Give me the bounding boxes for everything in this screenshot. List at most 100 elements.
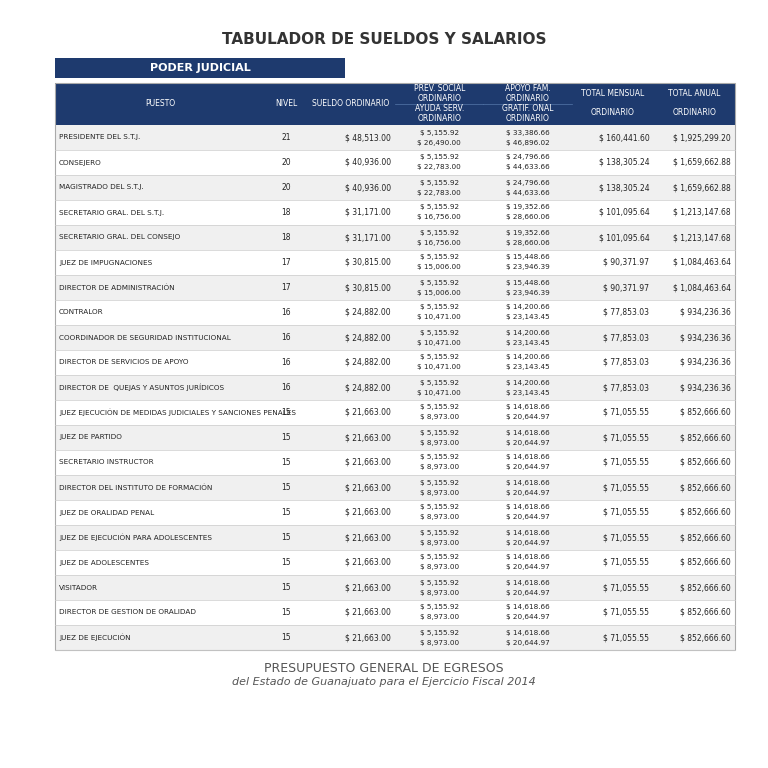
Text: $ 77,853.03: $ 77,853.03 bbox=[604, 383, 650, 392]
Text: $ 5,155.92: $ 5,155.92 bbox=[419, 580, 458, 585]
Text: $ 21,663.00: $ 21,663.00 bbox=[345, 583, 391, 592]
Text: 15: 15 bbox=[281, 433, 291, 442]
Text: $ 21,663.00: $ 21,663.00 bbox=[345, 458, 391, 467]
Text: $ 852,666.60: $ 852,666.60 bbox=[680, 583, 731, 592]
Text: $ 90,371.97: $ 90,371.97 bbox=[604, 283, 650, 292]
Text: $ 71,055.55: $ 71,055.55 bbox=[604, 433, 650, 442]
Text: $ 30,815.00: $ 30,815.00 bbox=[345, 258, 391, 267]
Text: $ 101,095.64: $ 101,095.64 bbox=[598, 233, 650, 242]
Text: $ 20,644.97: $ 20,644.97 bbox=[505, 614, 549, 621]
Text: JUEZ DE EJECUCIÓN PARA ADOLESCENTES: JUEZ DE EJECUCIÓN PARA ADOLESCENTES bbox=[59, 534, 212, 541]
Text: $ 934,236.36: $ 934,236.36 bbox=[680, 333, 731, 342]
Text: SECRETARIO GRAL. DEL CONSEJO: SECRETARIO GRAL. DEL CONSEJO bbox=[59, 234, 180, 240]
Text: 16: 16 bbox=[281, 308, 291, 317]
Text: $ 5,155.92: $ 5,155.92 bbox=[419, 455, 458, 461]
Text: MAGISTRADO DEL S.T.J.: MAGISTRADO DEL S.T.J. bbox=[59, 184, 144, 190]
Text: $ 77,853.03: $ 77,853.03 bbox=[604, 333, 650, 342]
Text: JUEZ DE EJECUCIÓN: JUEZ DE EJECUCIÓN bbox=[59, 634, 131, 641]
Text: $ 20,644.97: $ 20,644.97 bbox=[505, 515, 549, 521]
FancyBboxPatch shape bbox=[55, 325, 735, 350]
Text: $ 10,471.00: $ 10,471.00 bbox=[417, 389, 461, 396]
Text: PRESUPUESTO GENERAL DE EGRESOS: PRESUPUESTO GENERAL DE EGRESOS bbox=[264, 661, 504, 674]
Text: $ 10,471.00: $ 10,471.00 bbox=[417, 315, 461, 320]
Text: $ 19,352.66: $ 19,352.66 bbox=[505, 230, 549, 236]
Text: 15: 15 bbox=[281, 408, 291, 417]
FancyBboxPatch shape bbox=[55, 250, 735, 275]
Text: $ 5,155.92: $ 5,155.92 bbox=[419, 529, 458, 535]
Text: $ 20,644.97: $ 20,644.97 bbox=[505, 489, 549, 495]
Text: $ 5,155.92: $ 5,155.92 bbox=[419, 505, 458, 511]
Text: $ 1,213,147.68: $ 1,213,147.68 bbox=[674, 208, 731, 217]
Text: $ 15,006.00: $ 15,006.00 bbox=[417, 290, 461, 296]
FancyBboxPatch shape bbox=[55, 350, 735, 375]
Text: $ 852,666.60: $ 852,666.60 bbox=[680, 633, 731, 642]
Text: $ 8,973.00: $ 8,973.00 bbox=[419, 539, 458, 545]
FancyBboxPatch shape bbox=[55, 175, 735, 200]
Text: $ 5,155.92: $ 5,155.92 bbox=[419, 329, 458, 336]
Text: $ 8,973.00: $ 8,973.00 bbox=[419, 564, 458, 571]
Text: DIRECTOR DE SERVICIOS DE APOYO: DIRECTOR DE SERVICIOS DE APOYO bbox=[59, 359, 188, 366]
Text: $ 15,448.66: $ 15,448.66 bbox=[505, 254, 549, 260]
Text: $ 1,659,662.88: $ 1,659,662.88 bbox=[674, 158, 731, 167]
Text: PUESTO: PUESTO bbox=[145, 100, 175, 108]
Text: $ 23,143.45: $ 23,143.45 bbox=[505, 339, 549, 346]
Text: $ 77,853.03: $ 77,853.03 bbox=[604, 358, 650, 367]
Text: $ 5,155.92: $ 5,155.92 bbox=[419, 554, 458, 561]
Text: $ 14,200.66: $ 14,200.66 bbox=[505, 379, 549, 386]
Text: $ 852,666.60: $ 852,666.60 bbox=[680, 433, 731, 442]
Text: $ 14,618.66: $ 14,618.66 bbox=[505, 630, 549, 635]
Text: $ 8,973.00: $ 8,973.00 bbox=[419, 515, 458, 521]
Text: 15: 15 bbox=[281, 558, 291, 567]
Text: $ 138,305.24: $ 138,305.24 bbox=[599, 183, 650, 192]
FancyBboxPatch shape bbox=[55, 400, 735, 425]
Text: TOTAL MENSUAL: TOTAL MENSUAL bbox=[581, 89, 644, 98]
Text: $ 5,155.92: $ 5,155.92 bbox=[419, 405, 458, 411]
FancyBboxPatch shape bbox=[55, 550, 735, 575]
Text: $ 90,371.97: $ 90,371.97 bbox=[604, 258, 650, 267]
Text: $ 8,973.00: $ 8,973.00 bbox=[419, 640, 458, 645]
Text: $ 5,155.92: $ 5,155.92 bbox=[419, 304, 458, 310]
Text: $ 24,796.66: $ 24,796.66 bbox=[505, 154, 549, 161]
Text: ORDINARIO: ORDINARIO bbox=[672, 108, 716, 117]
Text: $ 8,973.00: $ 8,973.00 bbox=[419, 415, 458, 421]
Text: $ 14,618.66: $ 14,618.66 bbox=[505, 455, 549, 461]
FancyBboxPatch shape bbox=[55, 450, 735, 475]
Text: AYUDA SERV.
ORDINARIO: AYUDA SERV. ORDINARIO bbox=[415, 104, 464, 123]
Text: $ 852,666.60: $ 852,666.60 bbox=[680, 483, 731, 492]
Text: $ 934,236.36: $ 934,236.36 bbox=[680, 383, 731, 392]
Text: JUEZ DE ADOLESCENTES: JUEZ DE ADOLESCENTES bbox=[59, 560, 149, 565]
Text: $ 30,815.00: $ 30,815.00 bbox=[345, 283, 391, 292]
Text: CONSEJERO: CONSEJERO bbox=[59, 160, 101, 165]
Text: 15: 15 bbox=[281, 633, 291, 642]
Text: TABULADOR DE SUELDOS Y SALARIOS: TABULADOR DE SUELDOS Y SALARIOS bbox=[222, 32, 546, 48]
FancyBboxPatch shape bbox=[55, 475, 735, 500]
Text: $ 8,973.00: $ 8,973.00 bbox=[419, 489, 458, 495]
Text: $ 934,236.36: $ 934,236.36 bbox=[680, 358, 731, 367]
Text: JUEZ DE IMPUGNACIONES: JUEZ DE IMPUGNACIONES bbox=[59, 260, 152, 266]
Text: $ 23,946.39: $ 23,946.39 bbox=[505, 290, 549, 296]
FancyBboxPatch shape bbox=[55, 625, 735, 650]
Text: $ 1,084,463.64: $ 1,084,463.64 bbox=[673, 283, 731, 292]
Text: $ 71,055.55: $ 71,055.55 bbox=[604, 533, 650, 542]
Text: TOTAL ANUAL: TOTAL ANUAL bbox=[668, 89, 720, 98]
Text: SECRETARIO INSTRUCTOR: SECRETARIO INSTRUCTOR bbox=[59, 459, 154, 465]
Text: DIRECTOR DE GESTION DE ORALIDAD: DIRECTOR DE GESTION DE ORALIDAD bbox=[59, 610, 196, 615]
Text: $ 22,783.00: $ 22,783.00 bbox=[417, 190, 461, 196]
Text: JUEZ DE ORALIDAD PENAL: JUEZ DE ORALIDAD PENAL bbox=[59, 509, 154, 515]
Text: $ 852,666.60: $ 852,666.60 bbox=[680, 533, 731, 542]
Text: 15: 15 bbox=[281, 608, 291, 617]
Text: $ 1,084,463.64: $ 1,084,463.64 bbox=[673, 258, 731, 267]
Text: COORDINADOR DE SEGURIDAD INSTITUCIONAL: COORDINADOR DE SEGURIDAD INSTITUCIONAL bbox=[59, 335, 230, 340]
Text: $ 71,055.55: $ 71,055.55 bbox=[604, 608, 650, 617]
Text: $ 71,055.55: $ 71,055.55 bbox=[604, 408, 650, 417]
FancyBboxPatch shape bbox=[55, 375, 735, 400]
Text: $ 1,213,147.68: $ 1,213,147.68 bbox=[674, 233, 731, 242]
Text: 15: 15 bbox=[281, 583, 291, 592]
FancyBboxPatch shape bbox=[55, 225, 735, 250]
Text: 18: 18 bbox=[281, 208, 291, 217]
Text: $ 5,155.92: $ 5,155.92 bbox=[419, 630, 458, 635]
Text: $ 71,055.55: $ 71,055.55 bbox=[604, 583, 650, 592]
Text: DIRECTOR DEL INSTITUTO DE FORMACIÓN: DIRECTOR DEL INSTITUTO DE FORMACIÓN bbox=[59, 485, 213, 491]
Text: $ 8,973.00: $ 8,973.00 bbox=[419, 614, 458, 621]
Text: 15: 15 bbox=[281, 533, 291, 542]
